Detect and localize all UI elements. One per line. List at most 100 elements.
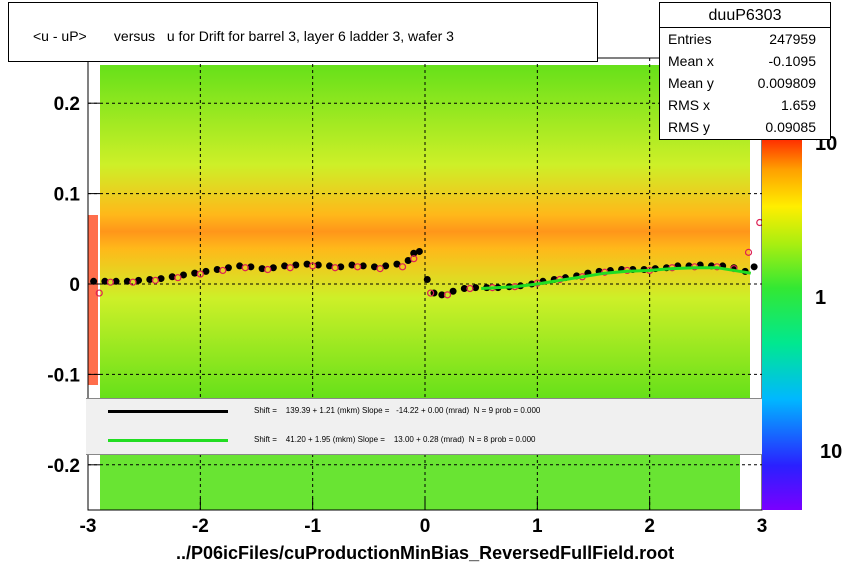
colorbar-label-low: 10	[820, 441, 842, 463]
stats-row-mean-y: Mean y 0.009809	[660, 72, 830, 94]
data-point	[90, 277, 98, 285]
data-point	[382, 262, 390, 270]
y-tick-label: 0.2	[54, 94, 80, 115]
data-point	[241, 264, 249, 272]
fit-line	[481, 266, 752, 290]
series-profile-magenta-	[95, 218, 764, 299]
data-point	[264, 265, 272, 274]
x-tick-label: -2	[192, 516, 209, 537]
data-point	[326, 262, 334, 270]
data-point	[472, 284, 480, 292]
data-point	[213, 266, 221, 274]
y-tick-label: -0.2	[47, 456, 80, 477]
x-tick-label: 1	[532, 516, 543, 537]
x-tick-label: 0	[420, 516, 431, 537]
grid	[88, 58, 762, 510]
data-point	[224, 264, 232, 272]
fit-legend: Shift = 139.39 + 1.21 (mkm) Slope = -14.…	[86, 398, 762, 455]
x-tick-label: -1	[304, 516, 321, 537]
data-point	[106, 278, 115, 286]
legend-swatch	[108, 410, 228, 413]
stats-value: -0.1095	[768, 53, 816, 69]
data-point	[269, 264, 277, 272]
legend-row-black: Shift = 139.39 + 1.21 (mkm) Slope = -14.…	[86, 401, 762, 421]
stats-row-rms-x: RMS x 1.659	[660, 94, 830, 116]
data-point	[179, 271, 187, 279]
data-point	[348, 261, 356, 269]
data-point	[376, 265, 384, 273]
data-point	[303, 260, 311, 268]
data-point	[112, 277, 120, 285]
data-point	[219, 266, 227, 275]
data-point	[744, 248, 753, 256]
footer-filename: ../P06icFiles/cuProductionMinBias_Revers…	[176, 543, 675, 563]
data-point	[354, 263, 362, 271]
data-point	[292, 261, 300, 269]
data-point	[427, 289, 435, 297]
data-point	[286, 264, 294, 272]
data-point	[423, 275, 431, 283]
series-layer	[90, 218, 764, 299]
stats-row-entries: Entries 247959	[660, 28, 830, 50]
stats-value: 1.659	[780, 97, 816, 113]
title-box: <u - uP> versus u for Drift for barrel 3…	[8, 2, 598, 62]
data-point	[370, 263, 378, 271]
data-point	[393, 260, 401, 268]
data-point	[314, 261, 322, 269]
stats-value: 0.009809	[757, 75, 816, 91]
data-point	[146, 275, 154, 283]
stats-label: RMS y	[668, 119, 710, 135]
data-point	[196, 270, 204, 278]
data-point	[398, 263, 407, 271]
stats-label: RMS x	[668, 97, 710, 113]
stats-box: duuP6303 Entries 247959 Mean x -0.1095 Mea…	[659, 2, 831, 140]
data-point	[438, 291, 446, 299]
data-point	[95, 289, 103, 297]
data-point	[151, 276, 159, 284]
data-point	[449, 287, 457, 295]
data-point	[415, 247, 423, 255]
data-point	[168, 273, 176, 281]
data-point	[135, 276, 143, 284]
chart-title: <u - uP> versus u for Drift for barrel 3…	[33, 28, 454, 44]
data-point	[331, 264, 339, 272]
data-point	[410, 255, 418, 263]
y-tick-label: -0.1	[47, 365, 80, 386]
stats-value: 0.09085	[765, 119, 816, 135]
x-tick-label: -3	[80, 516, 97, 537]
legend-text: Shift = 41.20 + 1.95 (mkm) Slope = 13.00…	[254, 435, 536, 444]
data-point	[202, 267, 210, 275]
data-point	[101, 277, 109, 285]
data-point	[129, 278, 137, 286]
data-point	[359, 262, 367, 270]
data-point	[750, 263, 758, 271]
data-point	[404, 256, 412, 264]
series-fit-green-	[481, 266, 752, 290]
data-point	[443, 291, 452, 299]
stats-row-mean-x: Mean x -0.1095	[660, 50, 830, 72]
colorbar	[762, 140, 802, 510]
legend-text: Shift = 139.39 + 1.21 (mkm) Slope = -14.…	[254, 406, 541, 415]
data-point	[466, 284, 474, 293]
stats-label: Mean x	[668, 53, 714, 69]
data-point	[337, 263, 345, 271]
stats-row-rms-y: RMS y 0.09085	[660, 116, 830, 138]
data-point	[157, 275, 165, 283]
data-point	[410, 249, 418, 257]
stats-name: duuP6303	[660, 3, 830, 28]
data-point	[191, 269, 199, 277]
colorbar-labels: 10 1 10	[815, 133, 842, 463]
data-point	[174, 274, 182, 282]
data-point	[258, 265, 266, 273]
axes: -3 -2 -1 0 1 2 3 -0.2 -0.1 0 0.1 0.2	[47, 94, 767, 537]
colorbar-label-mid: 1	[815, 287, 826, 309]
heatmap-lower	[100, 455, 740, 510]
data-point	[460, 285, 468, 293]
data-point	[123, 277, 131, 285]
y-tick-label: 0.1	[54, 185, 81, 206]
stats-label: Mean y	[668, 75, 714, 91]
data-point	[281, 262, 289, 270]
stats-label: Entries	[668, 31, 712, 47]
data-point	[236, 262, 244, 270]
y-tick-label: 0	[69, 275, 80, 296]
